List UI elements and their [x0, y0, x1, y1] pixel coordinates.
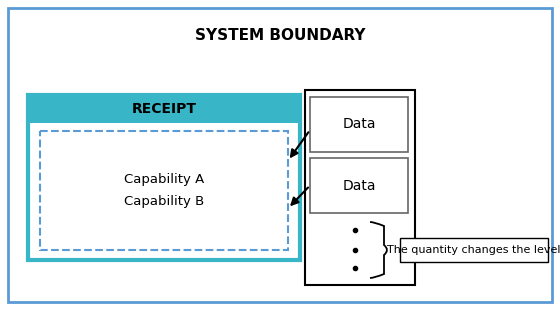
- Text: The quantity changes the level: The quantity changes the level: [388, 245, 560, 255]
- Text: Capability A
Capability B: Capability A Capability B: [124, 174, 204, 207]
- Bar: [400, 238, 548, 262]
- Text: SYSTEM BOUNDARY: SYSTEM BOUNDARY: [195, 28, 365, 43]
- Bar: [310, 97, 408, 152]
- Text: Data: Data: [342, 118, 376, 132]
- Bar: [28, 95, 300, 260]
- Bar: [310, 158, 408, 213]
- Bar: [40, 131, 288, 250]
- Text: RECEIPT: RECEIPT: [132, 102, 197, 116]
- Bar: [28, 95, 300, 123]
- Text: Data: Data: [342, 179, 376, 193]
- Bar: [305, 90, 415, 285]
